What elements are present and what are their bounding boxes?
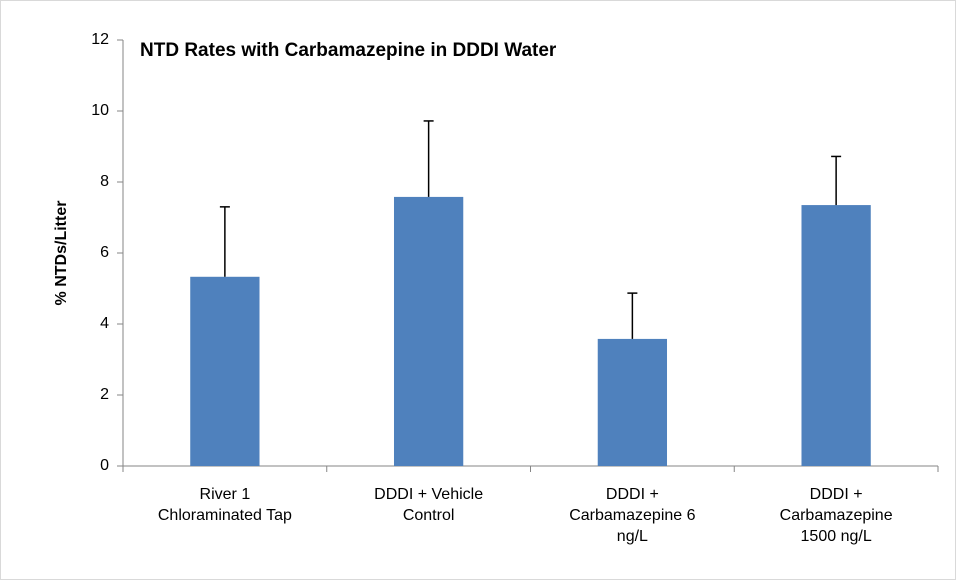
x-tick-label: DDDI + Carbamazepine 1500 ng/L [779,486,893,545]
bar [393,196,464,466]
y-axis-label: % NTDs/Litter [53,201,70,306]
y-tick-label: 0 [100,457,109,474]
bar [597,338,668,466]
x-tick-label: DDDI + Vehicle Control [374,486,484,524]
y-tick-label: 6 [100,244,109,261]
y-tick-label: 8 [100,173,109,190]
bar [190,276,260,466]
chart-title: NTD Rates with Carbamazepine in DDDI Wat… [140,40,557,61]
bar [801,205,871,466]
y-tick-label: 12 [91,31,109,48]
x-tick-label: DDDI + Carbamazepine 6 ng/L [569,486,696,545]
y-tick-label: 10 [91,102,109,119]
y-tick-label: 4 [100,315,109,332]
x-tick-label: River 1 Chloraminated Tap [157,486,292,524]
y-tick-label: 2 [100,386,109,403]
